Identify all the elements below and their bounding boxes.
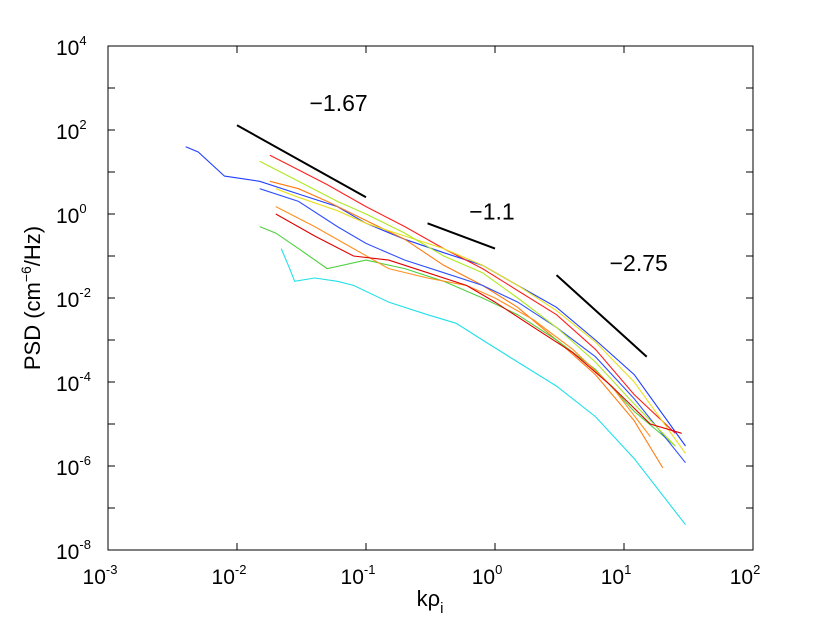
x-tick-label: 101 [601,562,632,589]
x-tick-label: 100 [472,562,503,589]
series-line-lime [259,160,676,447]
y-tick-label: 100 [56,201,87,228]
slope-annotations: −1.67 −1.1 −2.75 [236,90,668,358]
series-line-cyan [280,248,686,526]
y-tick-label: 10-4 [56,369,91,396]
slope-label-1: −1.67 [310,90,368,116]
y-tick-label: 10-6 [56,453,91,480]
y-tick-label: 104 [56,33,87,60]
y-axis-label: PSD (cm−6/Hz) [18,226,45,370]
x-tick-labels: 10-3 10-2 10-1 100 101 102 [83,562,761,589]
y-tick-label: 102 [56,117,87,144]
plot-frame [107,45,754,551]
slope-line-1 [236,124,367,199]
x-axis-label: kρi [417,586,444,617]
slope-label-2: −1.1 [469,198,514,224]
slope-line-3 [555,274,648,358]
x-tick-label: 10-2 [212,562,247,589]
series-line-blue-1 [185,146,686,447]
slope-line-2 [427,222,496,250]
series-line-yellow [275,188,686,454]
x-tick-label: 102 [730,562,761,589]
series-line-blue-2 [259,188,686,464]
axis-ticks [107,45,754,551]
series-layer [185,146,686,526]
series-line-orange-1 [269,180,664,469]
slope-label-3: −2.75 [610,250,668,276]
y-tick-label: 10-2 [56,285,91,312]
x-tick-label: 10-1 [341,562,376,589]
series-line-red-2 [275,213,682,434]
series-line-orange-2 [275,206,651,437]
y-tick-label: 10-8 [56,537,91,564]
x-tick-label: 10-3 [83,562,118,589]
series-line-red-1 [269,154,676,434]
y-tick-labels: 10-8 10-6 10-4 10-2 100 102 104 [56,33,91,564]
